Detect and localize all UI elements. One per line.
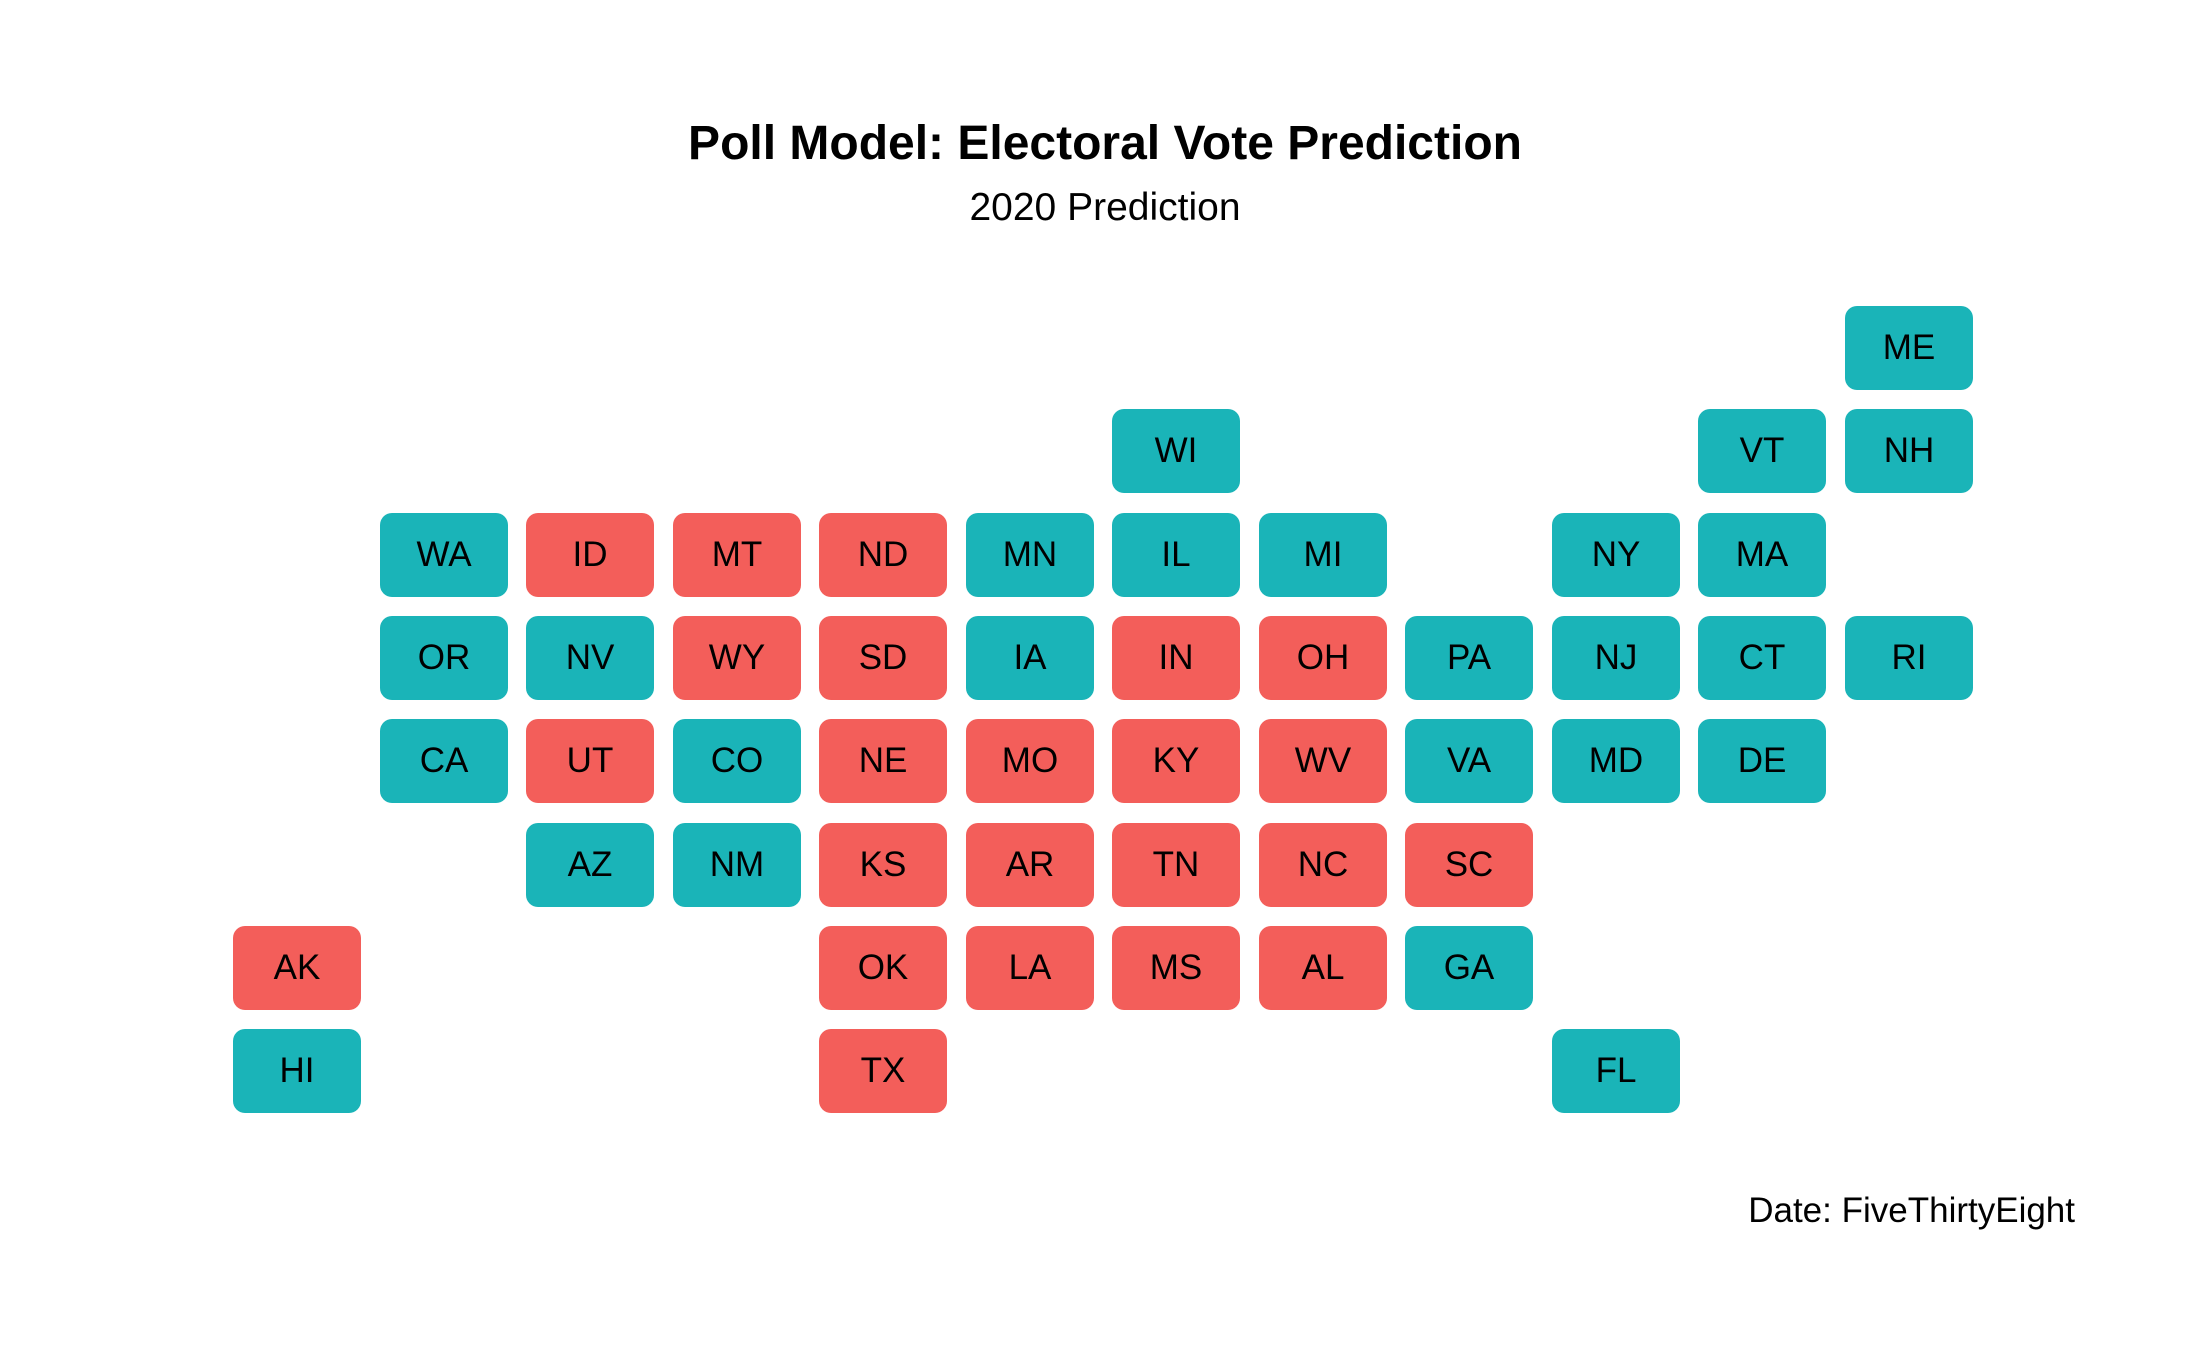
state-tile-de: DE bbox=[1698, 719, 1826, 803]
state-tile-ct: CT bbox=[1698, 616, 1826, 700]
state-tile-ca: CA bbox=[380, 719, 508, 803]
state-tile-ks: KS bbox=[819, 823, 947, 907]
state-tile-nd: ND bbox=[819, 513, 947, 597]
map-subtitle: 2020 Prediction bbox=[969, 186, 1241, 229]
state-tile-ak: AK bbox=[233, 926, 361, 1010]
state-tile-wy: WY bbox=[673, 616, 801, 700]
state-tile-fl: FL bbox=[1552, 1029, 1680, 1113]
state-tile-az: AZ bbox=[526, 823, 654, 907]
state-tile-tn: TN bbox=[1112, 823, 1240, 907]
state-tile-me: ME bbox=[1845, 306, 1973, 390]
state-tile-or: OR bbox=[380, 616, 508, 700]
state-tile-ky: KY bbox=[1112, 719, 1240, 803]
state-tile-pa: PA bbox=[1405, 616, 1533, 700]
state-tile-ar: AR bbox=[966, 823, 1094, 907]
state-tile-md: MD bbox=[1552, 719, 1680, 803]
state-tile-co: CO bbox=[673, 719, 801, 803]
state-tile-nj: NJ bbox=[1552, 616, 1680, 700]
state-tile-vt: VT bbox=[1698, 409, 1826, 493]
state-tile-mi: MI bbox=[1259, 513, 1387, 597]
state-tile-nv: NV bbox=[526, 616, 654, 700]
state-tile-ms: MS bbox=[1112, 926, 1240, 1010]
state-tile-mn: MN bbox=[966, 513, 1094, 597]
state-tile-wa: WA bbox=[380, 513, 508, 597]
state-tile-ok: OK bbox=[819, 926, 947, 1010]
state-tile-wi: WI bbox=[1112, 409, 1240, 493]
state-tile-ny: NY bbox=[1552, 513, 1680, 597]
state-tile-in: IN bbox=[1112, 616, 1240, 700]
state-tile-sd: SD bbox=[819, 616, 947, 700]
state-tile-oh: OH bbox=[1259, 616, 1387, 700]
state-tile-ia: IA bbox=[966, 616, 1094, 700]
state-tile-nc: NC bbox=[1259, 823, 1387, 907]
state-tile-la: LA bbox=[966, 926, 1094, 1010]
state-tile-hi: HI bbox=[233, 1029, 361, 1113]
state-tile-ne: NE bbox=[819, 719, 947, 803]
source-caption: Date: FiveThirtyEight bbox=[1748, 1191, 2075, 1230]
state-tile-tx: TX bbox=[819, 1029, 947, 1113]
map-title: Poll Model: Electoral Vote Prediction bbox=[688, 117, 1522, 170]
state-tile-ma: MA bbox=[1698, 513, 1826, 597]
state-tile-ri: RI bbox=[1845, 616, 1973, 700]
state-tile-ut: UT bbox=[526, 719, 654, 803]
state-tile-il: IL bbox=[1112, 513, 1240, 597]
state-tile-al: AL bbox=[1259, 926, 1387, 1010]
state-tile-mo: MO bbox=[966, 719, 1094, 803]
state-tile-nm: NM bbox=[673, 823, 801, 907]
state-tile-sc: SC bbox=[1405, 823, 1533, 907]
state-tile-mt: MT bbox=[673, 513, 801, 597]
state-tile-wv: WV bbox=[1259, 719, 1387, 803]
state-tile-ga: GA bbox=[1405, 926, 1533, 1010]
state-tile-id: ID bbox=[526, 513, 654, 597]
state-tile-nh: NH bbox=[1845, 409, 1973, 493]
state-tile-va: VA bbox=[1405, 719, 1533, 803]
